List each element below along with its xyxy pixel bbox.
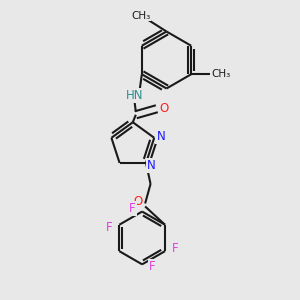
Text: F: F bbox=[129, 202, 136, 215]
Text: O: O bbox=[159, 102, 168, 115]
Text: CH₃: CH₃ bbox=[211, 69, 230, 79]
Text: F: F bbox=[106, 221, 113, 234]
Text: N: N bbox=[147, 159, 156, 172]
Text: F: F bbox=[149, 260, 155, 273]
Text: O: O bbox=[133, 196, 142, 208]
Text: N: N bbox=[156, 130, 165, 143]
Text: CH₃: CH₃ bbox=[131, 11, 151, 21]
Text: F: F bbox=[172, 242, 178, 255]
Text: HN: HN bbox=[126, 89, 143, 102]
